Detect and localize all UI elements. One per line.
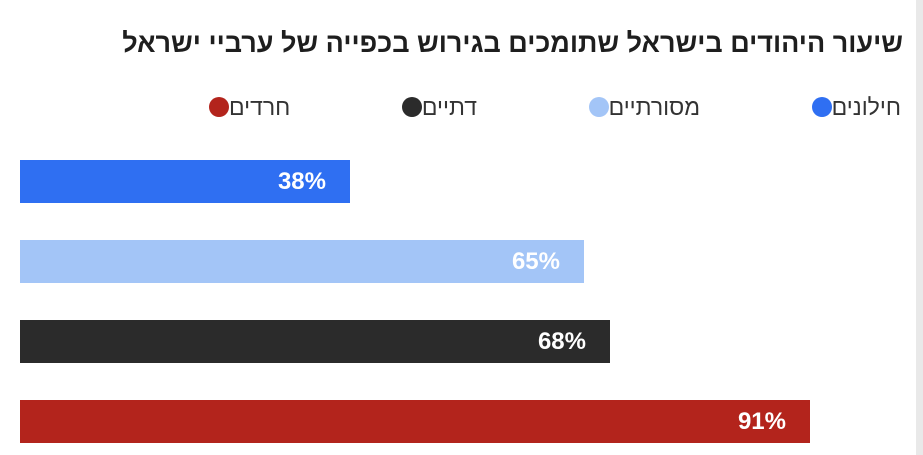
bar-chart-area: 38% 65% 68% 91% — [20, 160, 900, 455]
legend-item-traditional: מסורתיים — [581, 94, 700, 121]
bar-secular: 38% — [20, 160, 350, 203]
legend-item-haredi: חרדים — [201, 94, 290, 121]
chart-title: שיעור היהודים בישראל שתומכים בגירוש בכפי… — [122, 28, 903, 58]
legend-label-haredi: חרדים — [229, 93, 291, 120]
legend: חילונים מסורתיים דתיים חרדים — [201, 92, 901, 122]
legend-swatch-traditional — [588, 97, 609, 117]
bar-value-label-religious: 68% — [537, 327, 586, 355]
bar-traditional: 65% — [20, 240, 584, 283]
bar-value-label-secular: 38% — [277, 167, 326, 195]
legend-label-secular: חילונים — [831, 93, 901, 120]
legend-label-religious: דתיים — [421, 93, 477, 120]
bar-religious: 68% — [20, 320, 610, 363]
scroll-edge — [916, 0, 923, 455]
bar-value-label-haredi: 91% — [737, 407, 786, 435]
legend-item-secular: חילונים — [804, 94, 901, 121]
legend-swatch-secular — [811, 97, 832, 117]
bar-value-label-traditional: 65% — [511, 247, 560, 275]
legend-swatch-haredi — [209, 97, 229, 117]
legend-item-religious: דתיים — [394, 94, 477, 121]
legend-swatch-religious — [401, 97, 422, 117]
bar-haredi: 91% — [20, 400, 810, 443]
legend-label-traditional: מסורתיים — [608, 93, 701, 120]
